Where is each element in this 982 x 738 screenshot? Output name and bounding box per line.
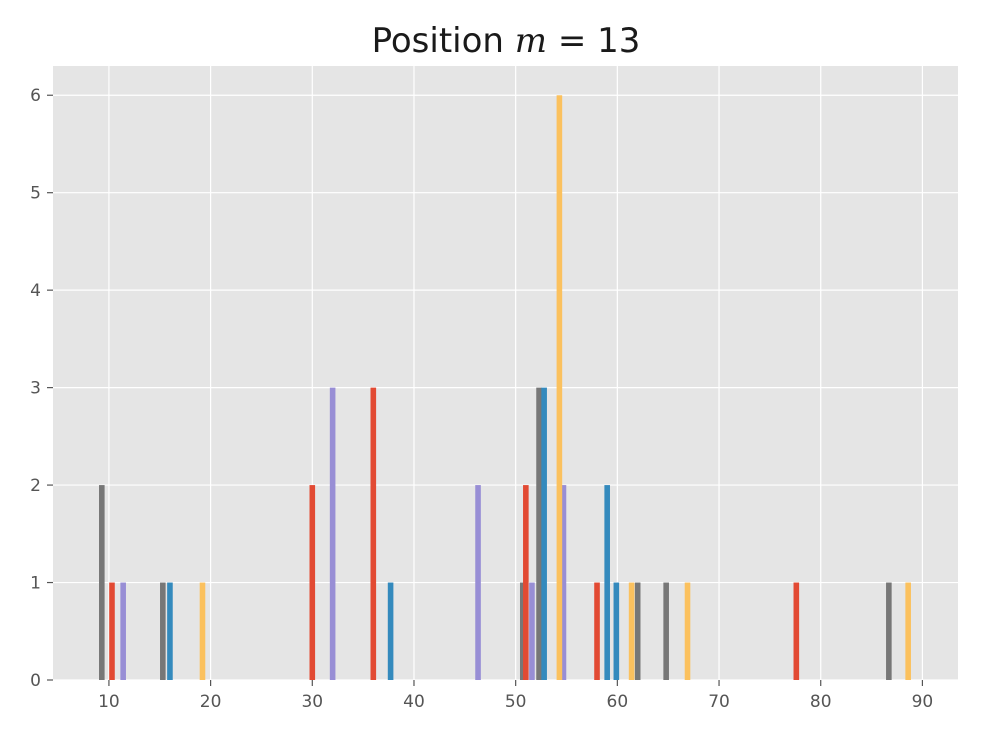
bar-yellow <box>684 582 691 680</box>
x-tick-label: 50 <box>505 692 527 712</box>
y-axis-ticks: 0 1 2 3 4 5 6 <box>30 86 53 691</box>
y-tick-label: 0 <box>30 671 41 691</box>
x-tick-label: 40 <box>403 692 425 712</box>
chart-title-variable: m <box>515 21 547 61</box>
bar-red <box>109 582 115 680</box>
bar-gray <box>634 582 641 680</box>
bar-yellow <box>628 582 635 680</box>
x-tick-label: 80 <box>810 692 832 712</box>
y-tick-label: 1 <box>30 574 41 594</box>
y-tick-label: 2 <box>30 476 41 496</box>
chart-title-prefix: Position <box>372 21 515 61</box>
bars <box>99 95 911 680</box>
bar-blue <box>167 582 173 680</box>
y-tick-label: 6 <box>30 86 41 106</box>
bar-purple <box>329 387 336 680</box>
chart-title-suffix: = 13 <box>547 21 640 61</box>
y-tick-label: 4 <box>30 281 41 301</box>
bar-red <box>370 387 377 680</box>
x-tick-label: 60 <box>607 692 629 712</box>
x-tick-label: 10 <box>98 692 120 712</box>
bar-yellow <box>556 95 563 680</box>
bar-gray <box>99 485 105 680</box>
bar-blue <box>541 387 547 680</box>
y-tick-label: 5 <box>30 184 41 204</box>
x-tick-label: 90 <box>912 692 934 712</box>
bar-yellow <box>905 582 911 680</box>
bar-blue <box>613 582 620 680</box>
bar-blue <box>387 582 394 680</box>
bar-blue <box>604 485 610 680</box>
bar-purple <box>560 485 567 680</box>
bar-purple <box>120 582 126 680</box>
bar-yellow <box>199 582 206 680</box>
x-tick-label: 20 <box>200 692 222 712</box>
chart-title: Position m = 13 <box>372 21 641 61</box>
bar-gray <box>663 582 669 680</box>
bar-gray <box>886 582 892 680</box>
bar-gray <box>519 582 526 680</box>
x-tick-label: 70 <box>708 692 730 712</box>
bar-purple <box>475 485 481 680</box>
bar-red <box>594 582 600 680</box>
bar-purple <box>529 582 535 680</box>
y-tick-label: 3 <box>30 379 41 399</box>
bar-gray <box>160 582 166 680</box>
bar-red <box>309 485 316 680</box>
plot-area <box>53 66 958 680</box>
x-tick-label: 30 <box>301 692 323 712</box>
x-axis-ticks: 10 20 30 40 50 60 70 80 90 <box>98 680 933 712</box>
bar-gray <box>536 387 542 680</box>
bar-red <box>523 485 529 680</box>
bar-red <box>793 582 800 680</box>
